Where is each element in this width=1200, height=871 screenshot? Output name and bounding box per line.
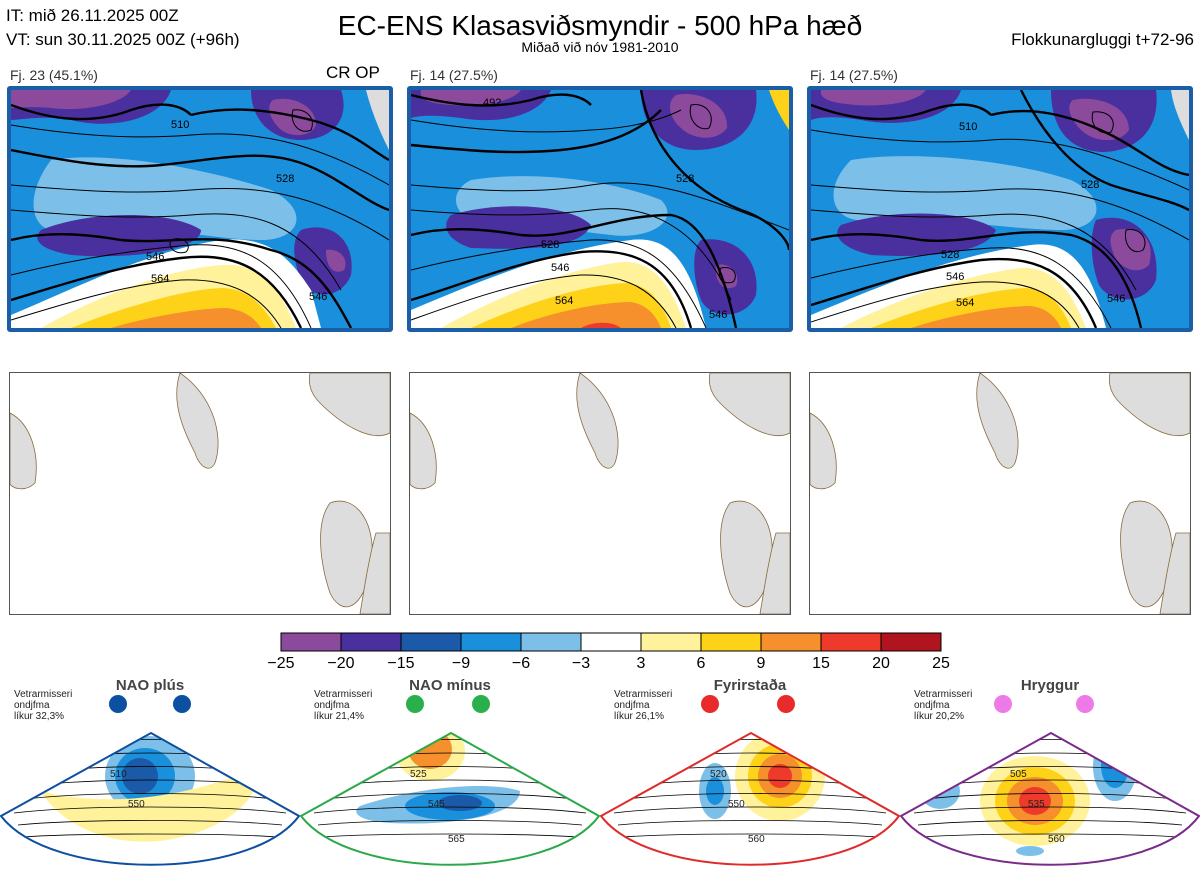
- page-subtitle: Miðað við nóv 1981-2010: [521, 39, 679, 55]
- colorbar-swatch: [880, 632, 942, 652]
- regime-contour-label: 525: [410, 769, 427, 780]
- cluster-3-contour-label: 528: [941, 249, 959, 261]
- cluster-3-contour-label: 528: [1081, 179, 1099, 191]
- regime-probability: Vetrarmisseri ondjfma líkur 20,2%: [914, 689, 973, 722]
- cluster-2-label: Fj. 14 (27.5%): [410, 67, 498, 83]
- colorbar-tick-label: −15: [387, 655, 415, 672]
- regime-contour-label: 535: [1028, 799, 1045, 810]
- colorbar-tick-label: 9: [756, 655, 766, 672]
- colorbar-swatch: [760, 632, 822, 652]
- cluster-3-contour-label: 546: [946, 271, 964, 283]
- cluster-1-label: Fj. 23 (45.1%): [10, 67, 98, 83]
- empty-map-2: [409, 372, 791, 615]
- colorbar-tick-label: 25: [932, 655, 950, 672]
- cluster-1-contour-label: 528: [276, 173, 294, 185]
- colorbar-swatch: [520, 632, 582, 652]
- colorbar: [280, 632, 942, 652]
- regime-contour-label: 560: [1048, 834, 1065, 845]
- regime-contour-label: 550: [728, 799, 745, 810]
- colorbar-swatch: [580, 632, 642, 652]
- cluster-1-contour-label: 564: [151, 273, 169, 285]
- regime-map: [0, 695, 300, 866]
- colorbar-tick-label: 15: [812, 655, 830, 672]
- colorbar-swatch: [400, 632, 462, 652]
- regime-contour-label: 560: [748, 834, 765, 845]
- colorbar-tick-label: 6: [696, 655, 706, 672]
- regime-title: Fyrirstaða: [713, 677, 787, 694]
- colorbar-tick-label: −25: [267, 655, 295, 672]
- regime-title: NAO plús: [115, 677, 185, 694]
- regime-contour-label: 550: [128, 799, 145, 810]
- cluster-2-contour-label: 546: [551, 262, 569, 274]
- regime-probability: Vetrarmisseri ondjfma líkur 32,3%: [14, 689, 73, 722]
- cluster-1-contour-label: 546: [146, 251, 164, 263]
- regime-contour-label: 565: [448, 834, 465, 845]
- colorbar-tick-label: −3: [571, 655, 591, 672]
- regime-contour-label: 520: [710, 769, 727, 780]
- regime-title: Hryggur: [1020, 677, 1080, 694]
- regime-contour-label: 510: [110, 769, 127, 780]
- cluster-2-contour-label: 546: [709, 309, 727, 321]
- empty-map-1: [9, 372, 391, 615]
- colorbar-swatch: [700, 632, 762, 652]
- colorbar-swatch: [820, 632, 882, 652]
- cluster-1-contour-label: 546: [309, 291, 327, 303]
- colorbar-tick-label: 3: [636, 655, 646, 672]
- colorbar-tick-label: −6: [511, 655, 531, 672]
- init-time: IT: mið 26.11.2025 00Z: [6, 6, 179, 25]
- cluster-2-map[interactable]: 492 528 546 564 528 546: [407, 86, 793, 332]
- cluster-2-contour-label: 492: [483, 97, 501, 109]
- valid-time: VT: sun 30.11.2025 00Z (+96h): [6, 30, 240, 49]
- window-label: Flokkunargluggi t+72-96: [1011, 30, 1194, 49]
- regime-contour-label: 545: [428, 799, 445, 810]
- colorbar-swatch: [640, 632, 702, 652]
- regime-probability: Vetrarmisseri ondjfma líkur 21,4%: [314, 689, 373, 722]
- cluster-1-map[interactable]: 546 564 528 510 546: [7, 86, 393, 332]
- colorbar-tick-label: 20: [872, 655, 890, 672]
- regime-contour-label: 505: [1010, 769, 1027, 780]
- colorbar-swatch: [280, 632, 342, 652]
- cluster-1-tag: CR OP: [326, 63, 380, 82]
- regime-map: [900, 695, 1200, 866]
- regime-probability: Vetrarmisseri ondjfma líkur 26,1%: [614, 689, 673, 722]
- cluster-2-contour-label: 564: [555, 295, 573, 307]
- colorbar-tick-label: −20: [327, 655, 355, 672]
- cluster-3-contour-label: 546: [1107, 293, 1125, 305]
- cluster-2-contour-label: 528: [541, 239, 559, 251]
- cluster-3-map[interactable]: 510 528 546 564 528 546: [807, 86, 1193, 332]
- page-title: EC-ENS Klasasviðsmyndir - 500 hPa hæð: [337, 10, 863, 41]
- cluster-2-contour-label: 528: [676, 173, 694, 185]
- cluster-3-contour-label: 510: [959, 121, 977, 133]
- empty-map-3: [809, 372, 1191, 615]
- colorbar-tick-label: −9: [451, 655, 471, 672]
- regime-title: NAO mínus: [409, 677, 491, 694]
- cluster-3-contour-label: 564: [956, 297, 974, 309]
- regime-map: [600, 695, 900, 866]
- colorbar-swatch: [460, 632, 522, 652]
- cluster-1-contour-label: 510: [171, 119, 189, 131]
- regime-map: [300, 695, 600, 866]
- colorbar-swatch: [340, 632, 402, 652]
- cluster-3-label: Fj. 14 (27.5%): [810, 67, 898, 83]
